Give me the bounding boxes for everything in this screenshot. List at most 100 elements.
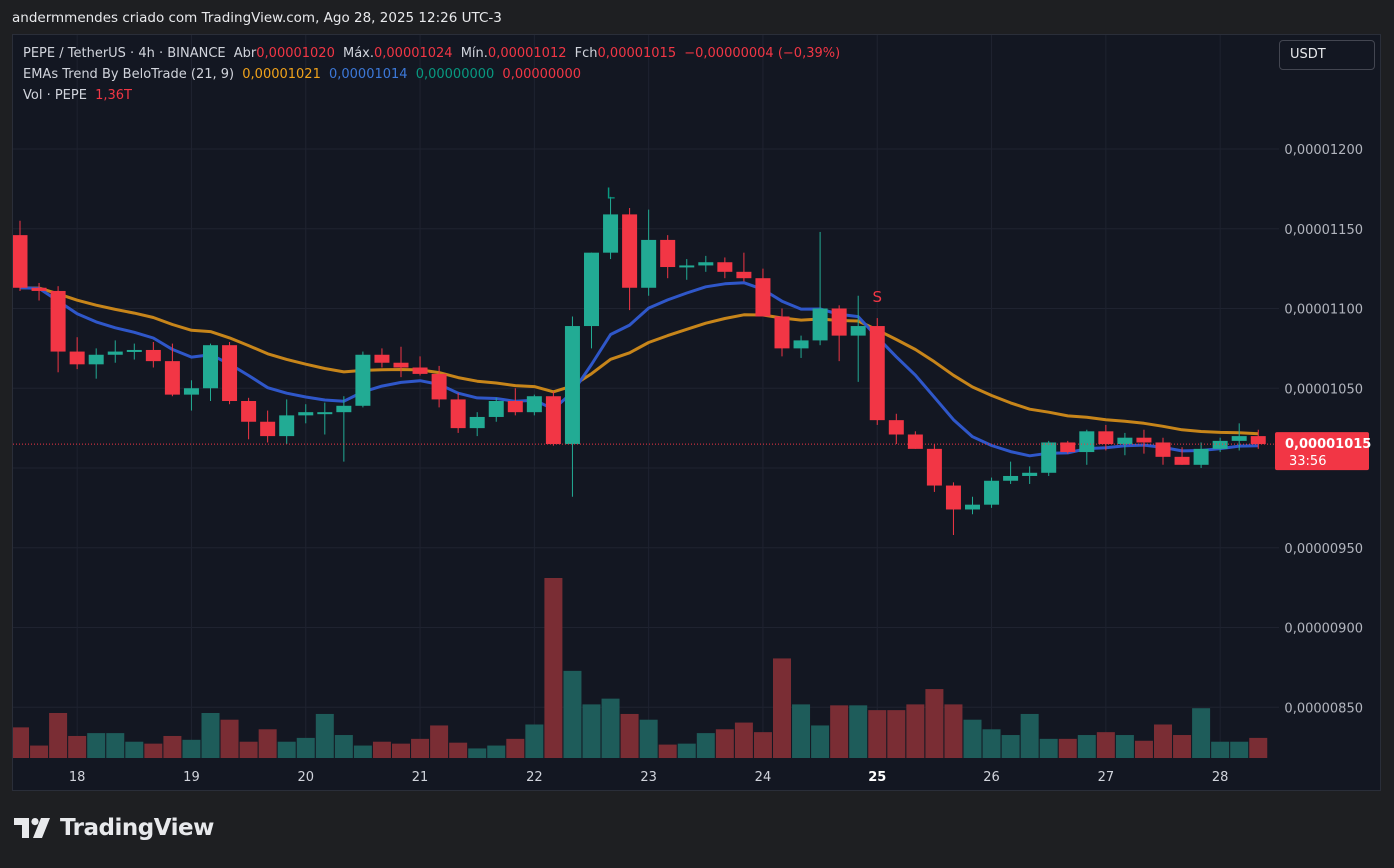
candle [1136, 429, 1152, 454]
candle [1098, 424, 1114, 451]
candle-body [869, 326, 885, 421]
currency-unit-button[interactable]: USDT [1279, 40, 1375, 70]
candle-body [412, 367, 428, 374]
volume-bar [106, 733, 125, 758]
candle-body [1022, 472, 1038, 476]
candle-body [1041, 442, 1057, 473]
candle [107, 340, 123, 363]
volume-bar [239, 741, 258, 758]
candle-body [336, 405, 352, 413]
price-axis-label: 0,00001100 [1284, 303, 1363, 318]
time-axis-label: 20 [297, 770, 314, 785]
candle [374, 348, 390, 368]
candle [850, 295, 866, 382]
candle-body [1212, 440, 1228, 449]
volume-bar [1039, 738, 1058, 758]
candle-body [755, 278, 771, 317]
candle [1041, 440, 1057, 476]
price-axis-label: 0,00000850 [1284, 701, 1363, 716]
candle-body [1003, 475, 1019, 481]
volume-bar [315, 713, 334, 758]
candle-body [526, 396, 542, 413]
candle-body [1174, 456, 1190, 465]
price-axis-label: 0,00000900 [1284, 622, 1363, 637]
candle [222, 341, 238, 405]
volume-bar [1154, 724, 1172, 758]
candle [412, 356, 428, 376]
candle [431, 365, 447, 408]
tradingview-logo[interactable]: TradingView [14, 815, 214, 841]
candle-body [69, 351, 85, 365]
candle-body [469, 416, 485, 429]
candle [660, 235, 676, 279]
volume-bar [696, 733, 715, 758]
volume-bar [87, 733, 106, 758]
volume-bar [525, 724, 544, 758]
candle [869, 318, 885, 425]
candle-body [736, 271, 752, 279]
volume-bar [963, 719, 982, 758]
candle [50, 286, 66, 373]
volume-bars [13, 578, 1268, 758]
candles [13, 196, 1266, 535]
candle-body [145, 349, 161, 362]
legend-open-value: 0,00001020 [256, 46, 335, 61]
candle [88, 348, 104, 379]
candle [1212, 437, 1228, 453]
price-chart[interactable]: L S 0,00001200 0,00001150 0,00001100 0,000010… [13, 35, 1380, 790]
candle [755, 268, 771, 317]
candle-body [1098, 431, 1114, 445]
candle [888, 413, 904, 445]
candle [774, 308, 790, 357]
candle-body [260, 421, 276, 437]
candle [945, 482, 961, 535]
candle-body [584, 252, 599, 327]
candle-body [1193, 448, 1209, 465]
price-axis-label: 0,00001050 [1284, 382, 1363, 397]
candle [488, 397, 504, 422]
candle [1193, 442, 1209, 468]
current-price-badge-value: 0,00001015 [1285, 437, 1371, 452]
legend-ema-row: EMAs Trend By BeloTrade (21, 9) 0,000010… [23, 67, 585, 82]
candle-body [984, 480, 1000, 505]
time-axis-label: 21 [412, 770, 429, 785]
candle-body [507, 401, 523, 413]
candle [1155, 437, 1171, 465]
volume-bar [258, 729, 277, 758]
volume-bar [773, 658, 791, 758]
tradingview-logo-text: TradingView [60, 815, 214, 841]
candle [584, 252, 599, 349]
candle-body [317, 412, 333, 415]
current-price-badge-countdown: 33:56 [1289, 454, 1326, 469]
candle-body [545, 396, 561, 445]
candle [698, 255, 714, 272]
volume-bar [715, 729, 734, 758]
candle-body [945, 485, 961, 510]
legend-high-value: 0,00001024 [374, 46, 453, 61]
signal-label-S: S [872, 288, 882, 306]
volume-bar [49, 713, 68, 758]
legend-symbol[interactable]: PEPE / TetherUS · 4h · BINANCE [23, 46, 226, 61]
volume-bar [163, 735, 182, 758]
volume-bar [811, 725, 830, 758]
candle [393, 346, 409, 378]
candle [564, 316, 580, 497]
legend-ema-name[interactable]: EMAs Trend By BeloTrade (21, 9) [23, 67, 235, 82]
volume-bar [792, 704, 811, 758]
candle [831, 305, 847, 362]
candle [145, 341, 161, 368]
candle-body [622, 214, 638, 288]
legend-volume-name[interactable]: Vol · PEPE [23, 88, 87, 103]
legend-ohlc-row: PEPE / TetherUS · 4h · BINANCE Abr0,0000… [23, 46, 844, 61]
ema-21-line [19, 286, 1259, 436]
time-axis-label: 28 [1212, 770, 1229, 785]
candle-body [126, 349, 142, 352]
candle-body [793, 340, 809, 349]
candle-body [603, 214, 619, 253]
volume-bar [468, 748, 487, 758]
candle [1022, 466, 1038, 484]
volume-bar [13, 727, 29, 758]
chart-panel[interactable]: L S 0,00001200 0,00001150 0,00001100 0,000010… [12, 34, 1381, 791]
candle [736, 252, 752, 282]
volume-bar [734, 722, 753, 758]
